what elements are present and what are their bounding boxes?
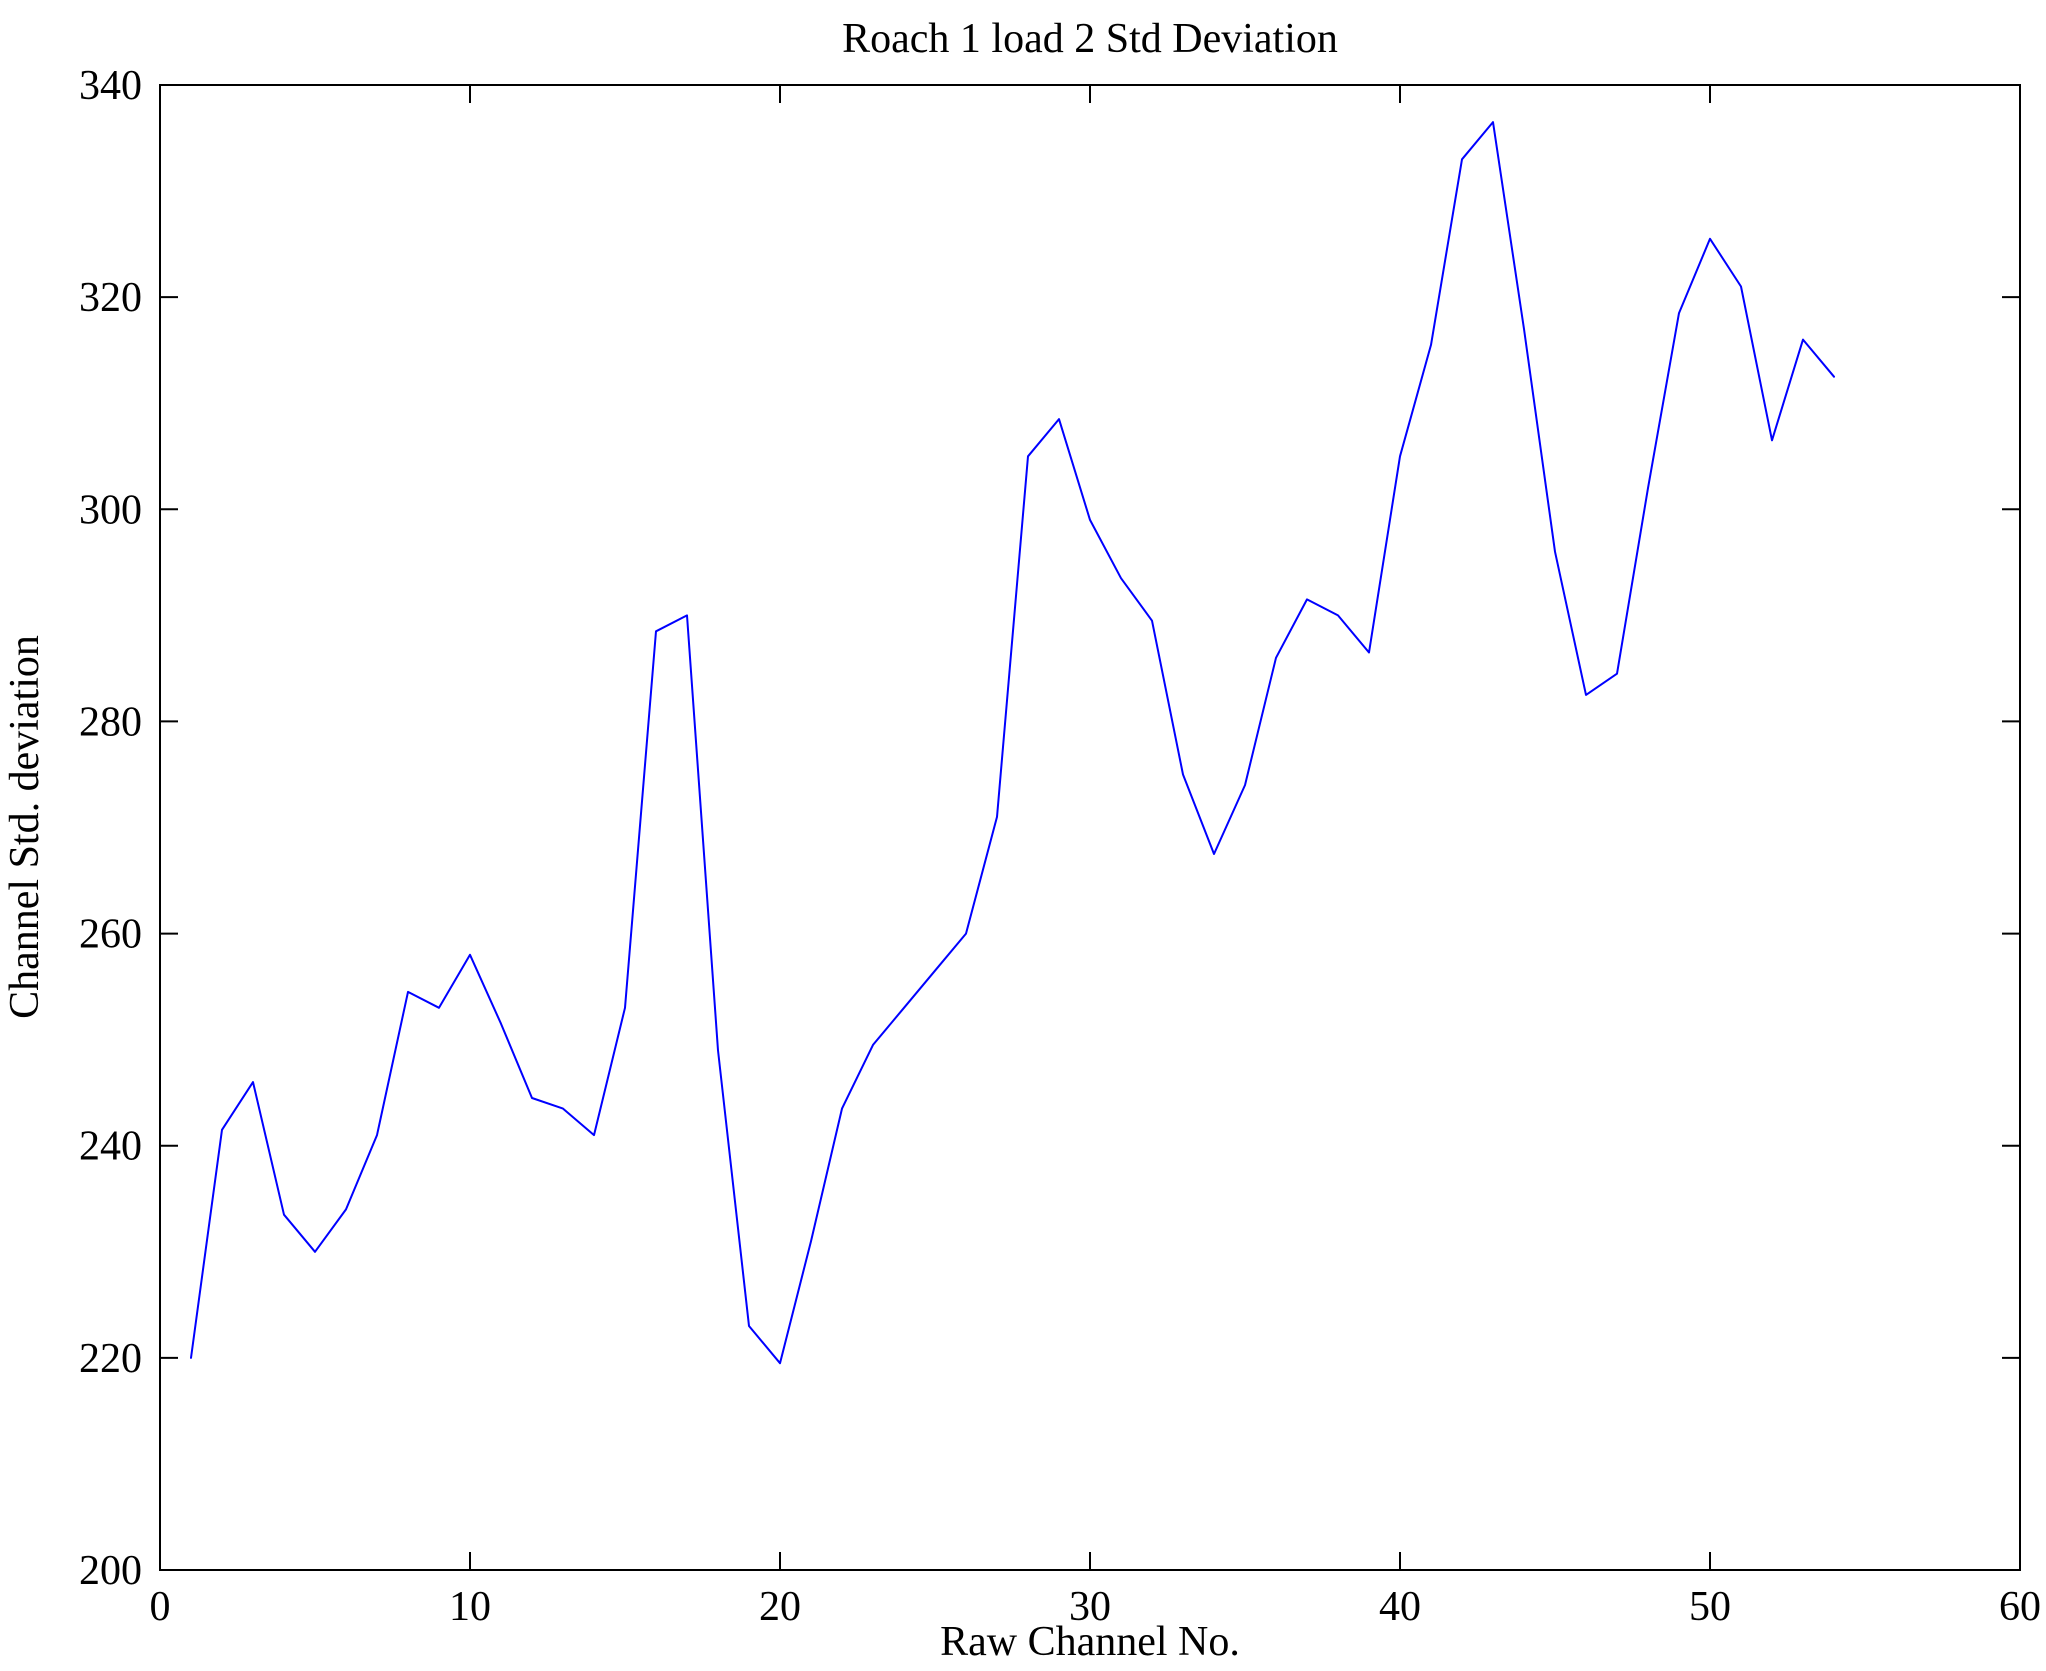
plot-area: 0 10 20 30 40 50 60 200 220 240 260 280 300 320 340 <box>79 63 2041 1630</box>
y-tick-label: 200 <box>79 1548 142 1594</box>
y-tick-label: 240 <box>79 1124 142 1170</box>
x-tick-label: 10 <box>449 1584 491 1630</box>
y-tick-label: 340 <box>79 63 142 109</box>
x-axis-label: Raw Channel No. <box>940 1619 1240 1665</box>
chart-title: Roach 1 load 2 Std Deviation <box>842 16 1338 62</box>
y-tick-label: 300 <box>79 487 142 533</box>
x-tick-label: 30 <box>1069 1584 1111 1630</box>
axes-box <box>159 84 2021 1571</box>
x-tick-label: 50 <box>1689 1584 1731 1630</box>
line-series <box>190 121 1835 1365</box>
x-tick-label: 20 <box>759 1584 801 1630</box>
x-tick-label: 40 <box>1379 1584 1421 1630</box>
y-axis-label: Channel Std. deviation <box>2 635 48 1019</box>
x-tick-label: 60 <box>1999 1584 2041 1630</box>
y-tick-label: 320 <box>79 275 142 321</box>
y-tick-label: 280 <box>79 699 142 745</box>
y-tick-label: 260 <box>79 912 142 958</box>
y-tick-label: 220 <box>79 1336 142 1382</box>
x-tick-label: 0 <box>150 1584 171 1630</box>
